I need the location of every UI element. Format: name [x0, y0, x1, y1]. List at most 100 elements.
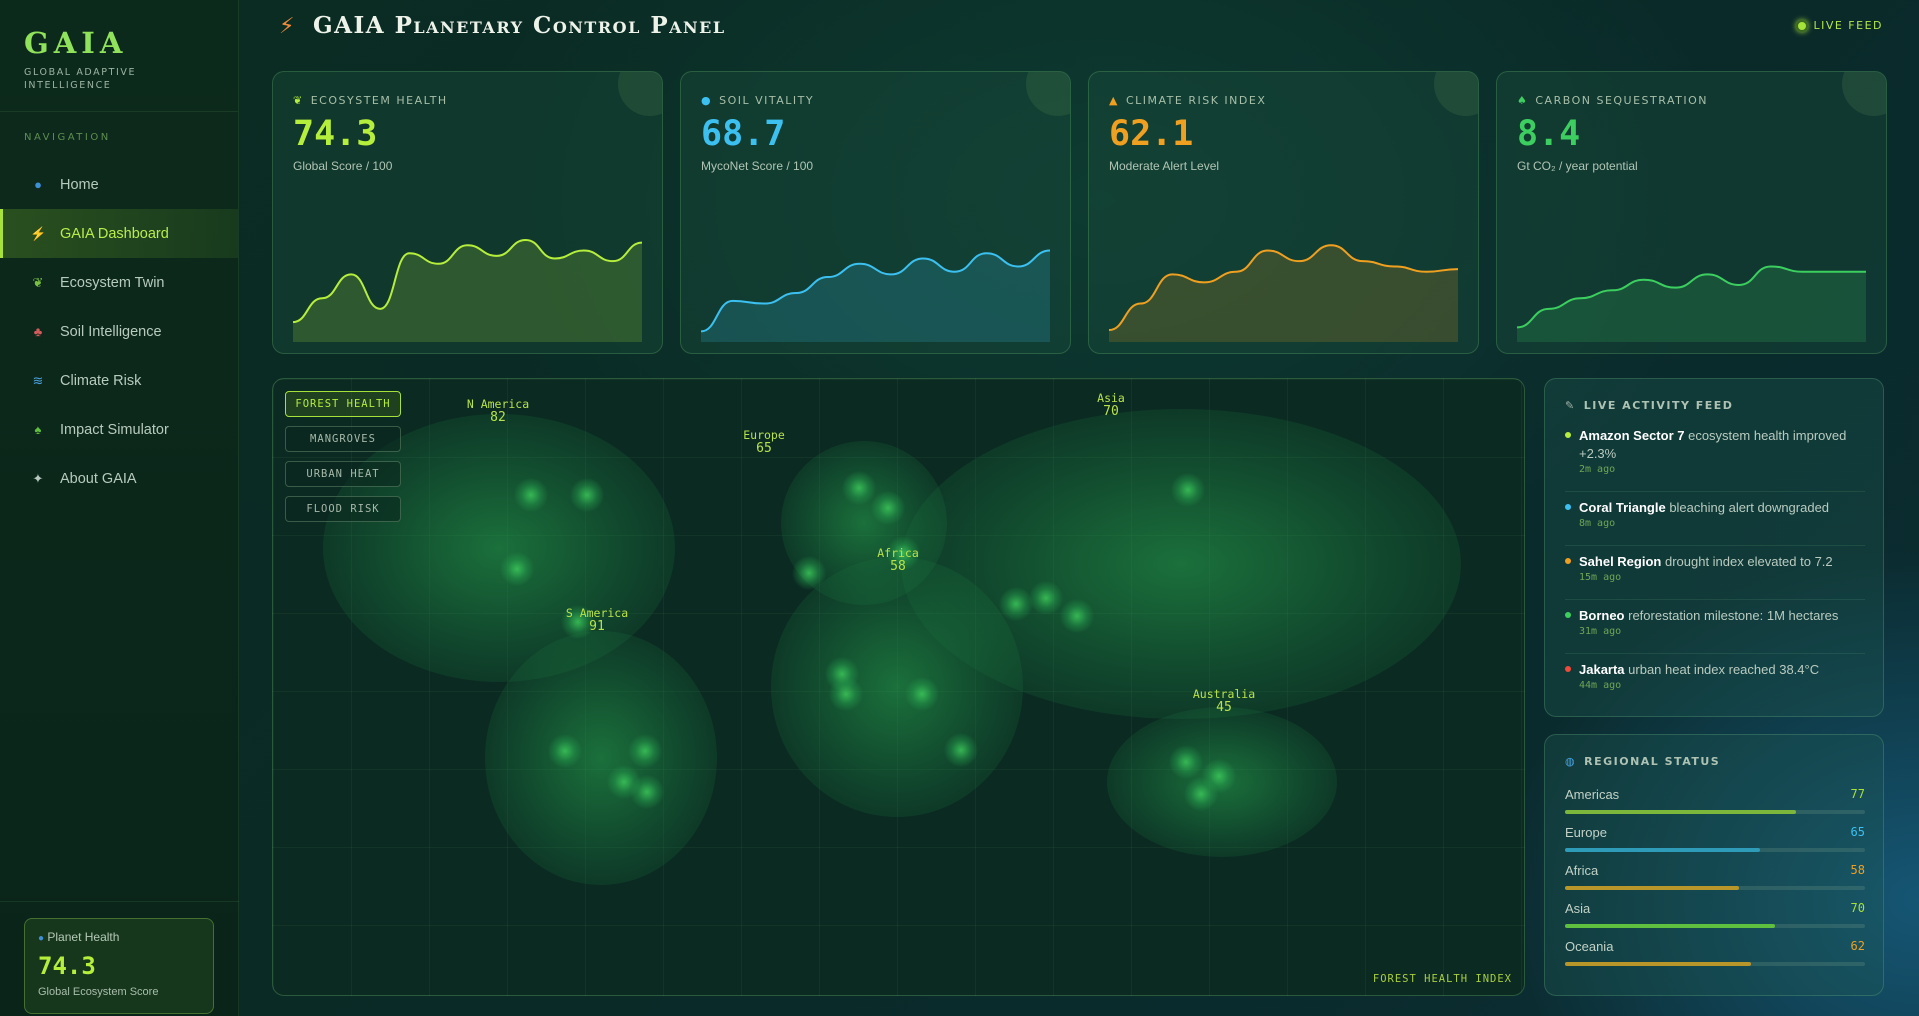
feed-place: Amazon Sector 7 — [1579, 428, 1685, 443]
live-feed-badge[interactable]: LIVE FEED — [1796, 19, 1883, 32]
layer-button-flood-risk[interactable]: FLOOD RISK — [285, 496, 401, 522]
regional-status-panel: ◍ REGIONAL STATUS Americas 77 Europe 65 Afri… — [1544, 734, 1884, 996]
regional-row-asia[interactable]: Asia 70 — [1565, 901, 1865, 928]
leaf-icon: ❦ — [293, 94, 304, 107]
metric-value: 68.7 — [701, 114, 786, 154]
progress-fill — [1565, 810, 1796, 814]
region-label-n-america[interactable]: N America 82 — [466, 397, 530, 425]
regional-row-americas[interactable]: Americas 77 — [1565, 787, 1865, 814]
layer-button-mangroves[interactable]: MANGROVES — [285, 426, 401, 452]
nav-heading: NAVIGATION — [24, 132, 111, 143]
progress-fill — [1565, 924, 1775, 928]
sidebar: GAIA GLOBAL ADAPTIVE INTELLIGENCE NAVIGA… — [0, 0, 239, 1016]
region-label-asia[interactable]: Asia 70 — [1097, 391, 1125, 419]
mushroom-icon: ♣ — [33, 324, 43, 339]
sparkline-chart — [1517, 265, 1866, 342]
sidebar-item-soil-intelligence[interactable]: ♣ Soil Intelligence — [0, 307, 238, 356]
divider — [1565, 545, 1865, 546]
region-label-s-america[interactable]: S America 91 — [565, 606, 629, 634]
progress-fill — [1565, 848, 1760, 852]
sparkline-chart — [701, 249, 1050, 342]
wave-icon: ≋ — [32, 372, 44, 388]
feed-item[interactable]: Jakarta urban heat index reached 38.4°C 4… — [1565, 661, 1865, 691]
metric-value: 74.3 — [293, 114, 378, 154]
regional-row-oceania[interactable]: Oceania 62 — [1565, 939, 1865, 966]
hotspot — [829, 677, 863, 711]
sidebar-item-impact-simulator[interactable]: ♠ Impact Simulator — [0, 405, 238, 454]
region-score: 62 — [1850, 939, 1865, 953]
sprout-icon: ♠ — [1517, 94, 1529, 107]
sidebar-item-gaia-dashboard[interactable]: ⚡ GAIA Dashboard — [0, 209, 238, 258]
metric-label: ❦ ECOSYSTEM HEALTH — [293, 94, 448, 107]
regional-row-africa[interactable]: Africa 58 — [1565, 863, 1865, 890]
region-name: Africa — [1565, 863, 1599, 878]
progress-track — [1565, 886, 1865, 890]
world-map[interactable]: FOREST HEALTH MANGROVES URBAN HEAT FLOOD RI… — [272, 378, 1525, 996]
hotspot — [548, 734, 582, 768]
sidebar-item-label: GAIA Dashboard — [60, 225, 169, 242]
card-corner-decoration — [618, 72, 662, 116]
hotspot — [842, 471, 876, 505]
hotspot — [514, 478, 548, 512]
regional-row-europe[interactable]: Europe 65 — [1565, 825, 1865, 852]
feed-text: bleaching alert downgraded — [1665, 500, 1830, 515]
sidebar-item-label: Ecosystem Twin — [60, 274, 165, 291]
divider — [1565, 491, 1865, 492]
feed-item[interactable]: Borneo reforestation milestone: 1M hecta… — [1565, 607, 1865, 637]
hotspot — [1171, 473, 1205, 507]
sidebar-item-climate-risk[interactable]: ≋ Climate Risk — [0, 356, 238, 405]
planet-health-sub: Global Ecosystem Score — [38, 986, 159, 998]
sparkline-line — [701, 249, 1050, 333]
sparkle-icon: ✦ — [32, 470, 44, 486]
metric-card-carbon-sequestration[interactable]: ♠ CARBON SEQUESTRATION 8.4 Gt CO₂ / year po… — [1496, 71, 1887, 354]
metric-card-climate-risk-index[interactable]: ▲ CLIMATE RISK INDEX 62.1 Moderate Alert Le… — [1088, 71, 1479, 354]
sidebar-item-ecosystem-twin[interactable]: ❦ Ecosystem Twin — [0, 258, 238, 307]
metric-card-soil-vitality[interactable]: ● SOIL VITALITY 68.7 MycoNet Score / 100 — [680, 71, 1071, 354]
sidebar-item-label: Impact Simulator — [60, 421, 169, 438]
card-corner-decoration — [1842, 72, 1886, 116]
hotspot — [886, 536, 920, 570]
feed-item[interactable]: Coral Triangle bleaching alert downgrade… — [1565, 499, 1865, 529]
header: ⚡ GAIA Planetary Control Panel LIVE FEED — [239, 0, 1919, 54]
metric-sub: MycoNet Score / 100 — [701, 159, 814, 173]
feed-time: 15m ago — [1579, 572, 1622, 583]
region-score: 65 — [1850, 825, 1865, 839]
lightning-icon: ⚡ — [30, 225, 47, 241]
feed-item[interactable]: Sahel Region drought index elevated to 7… — [1565, 553, 1865, 583]
brand-title: GAIA — [24, 26, 128, 60]
hotspot — [630, 775, 664, 809]
status-dot-icon — [1565, 504, 1571, 510]
feed-time: 2m ago — [1579, 464, 1616, 475]
feed-time: 44m ago — [1579, 680, 1622, 691]
hotspot — [999, 587, 1033, 621]
metric-card-ecosystem-health[interactable]: ❦ ECOSYSTEM HEALTH 74.3 Global Score / 100 — [272, 71, 663, 354]
sidebar-item-about-gaia[interactable]: ✦ About GAIA — [0, 454, 238, 503]
feed-place: Jakarta — [1579, 662, 1625, 677]
status-dot-icon — [1565, 612, 1571, 618]
sparkline-area — [293, 239, 642, 342]
region-label-africa[interactable]: Africa 58 — [877, 546, 919, 574]
droplet-icon: ● — [701, 94, 713, 107]
hotspot — [792, 556, 826, 590]
card-corner-decoration — [1026, 72, 1070, 116]
planet-health-label: ● Planet Health — [38, 930, 120, 944]
metric-label: ♠ CARBON SEQUESTRATION — [1517, 94, 1708, 107]
sidebar-item-home[interactable]: ● Home — [0, 160, 238, 209]
region-label-europe[interactable]: Europe 65 — [743, 428, 785, 456]
feed-text: reforestation milestone: 1M hectares — [1624, 608, 1839, 623]
hotspot — [1169, 745, 1203, 779]
sparkline-area — [1109, 245, 1458, 342]
hotspot — [871, 491, 905, 525]
sparkline-line — [1109, 244, 1458, 332]
progress-track — [1565, 924, 1865, 928]
sprout-icon: ♠ — [34, 422, 42, 437]
region-label-australia[interactable]: Australia 45 — [1192, 687, 1256, 715]
progress-fill — [1565, 962, 1751, 966]
sparkline-area — [1517, 266, 1866, 342]
planet-health-card: ● Planet Health 74.3 Global Ecosystem Sc… — [24, 918, 214, 1014]
feed-item[interactable]: Amazon Sector 7 ecosystem health improve… — [1565, 427, 1865, 475]
region-score: 58 — [1850, 863, 1865, 877]
planet-health-value: 74.3 — [38, 952, 96, 980]
layer-button-urban-heat[interactable]: URBAN HEAT — [285, 461, 401, 487]
layer-button-forest-health[interactable]: FOREST HEALTH — [285, 391, 401, 417]
